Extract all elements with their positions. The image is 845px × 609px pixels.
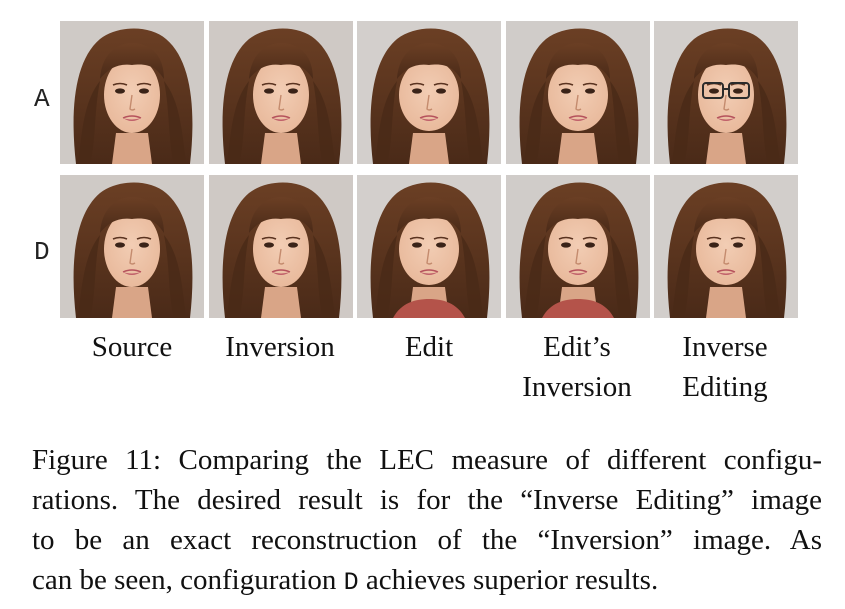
face-image-d-inversion [209,175,353,318]
caption-line-4-after: achieves superior results. [365,564,659,596]
caption-config-d: D [343,568,359,597]
caption-line-1: Figure 11: Comparing the LEC measure of … [32,444,822,476]
caption-line-4-before: can be seen, configuration [32,564,337,596]
face-image-a-edits-inversion [506,21,650,164]
row-label-d: D [34,237,50,267]
caption-line-4: can be seen, configuration D achieves su… [32,560,822,603]
figure-caption: Figure 11: Comparing the LEC measure of … [32,440,822,603]
face-image-d-edit [357,175,501,318]
caption-line-2: rations. The desired result is for the “… [32,484,822,516]
face-image-d-source [60,175,204,318]
row-label-a: A [34,84,50,114]
column-label-inverse-editing-line1: Inverse [682,331,768,363]
face-image-a-edit [357,21,501,164]
column-label-inversion: Inversion [205,327,355,367]
face-image-d-edits-inversion [506,175,650,318]
column-label-edit: Edit [354,327,504,367]
column-label-source-text: Source [91,331,173,363]
column-label-source: Source [57,327,207,367]
caption-line-3: to be an exact reconstruction of the “In… [32,524,822,556]
column-label-edits-inversion: Edit’s Inversion [502,327,652,407]
face-image-a-inversion [209,21,353,164]
column-label-inversion-text: Inversion [225,331,335,363]
column-label-inverse-editing: Inverse Editing [650,327,800,407]
column-label-edits-inversion-line1: Edit’s [543,331,611,363]
column-label-edits-inversion-line2: Inversion [522,371,632,403]
column-label-inverse-editing-line2: Editing [682,371,768,403]
face-image-a-inverse-editing [654,21,798,164]
column-label-edit-text: Edit [404,331,454,363]
face-image-d-inverse-editing [654,175,798,318]
face-image-a-source [60,21,204,164]
